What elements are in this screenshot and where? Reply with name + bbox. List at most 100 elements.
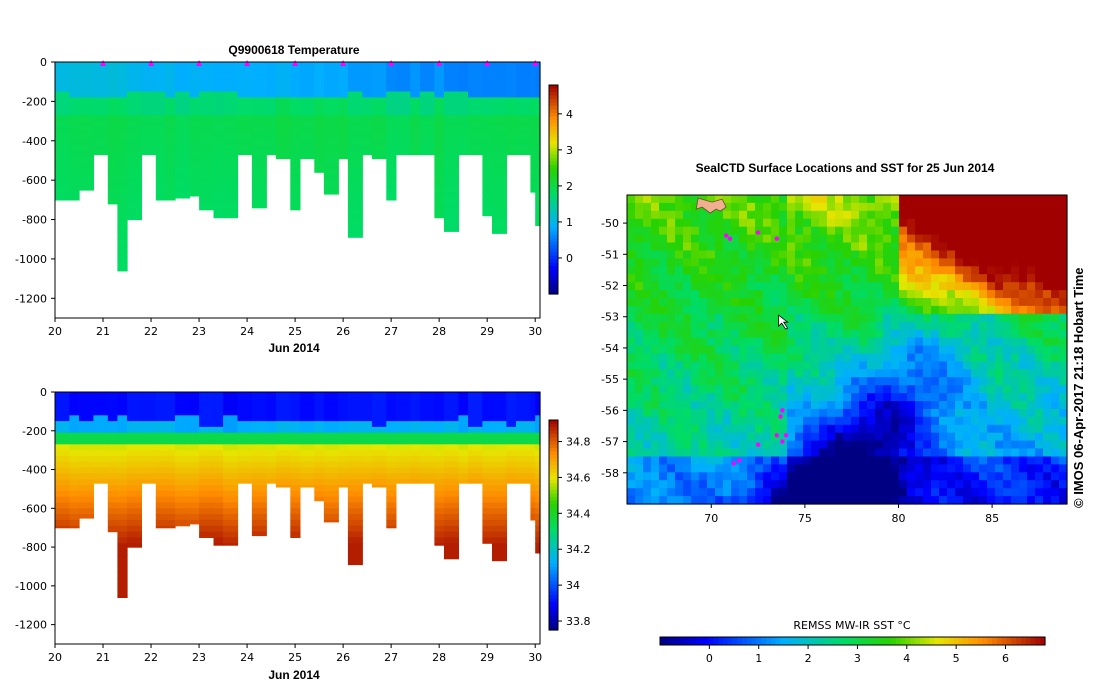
sst-cell <box>923 290 932 299</box>
profile-cell <box>290 168 301 175</box>
profile-cell <box>275 485 291 488</box>
sst-cell <box>811 448 820 457</box>
sst-cell <box>963 369 972 378</box>
profile-cell <box>266 461 277 469</box>
profile-cell <box>444 132 459 140</box>
profile-cell <box>535 426 541 434</box>
sst-cell <box>1019 472 1028 481</box>
profile-cell <box>69 473 80 480</box>
sst-cell <box>947 337 956 347</box>
profile-cell <box>127 156 142 163</box>
seal-location-point <box>780 408 785 413</box>
sst-cell <box>643 258 652 267</box>
colorbar-swatch <box>549 119 558 124</box>
profile-cell <box>347 490 363 498</box>
sst-cell <box>635 258 644 267</box>
profile-cell <box>434 67 445 75</box>
sst-cell <box>803 274 812 283</box>
profile-cell <box>189 109 200 116</box>
profile-cell <box>530 73 536 81</box>
sst-cell <box>699 290 708 299</box>
colorbar-swatch <box>549 500 558 505</box>
profile-cell <box>117 121 128 128</box>
sst-cell <box>739 361 748 370</box>
sst-cell <box>923 393 932 402</box>
profile-cell <box>420 479 435 484</box>
profile-cell <box>127 192 142 199</box>
profile-cell <box>155 479 166 486</box>
sst-cell <box>803 464 812 473</box>
colorbar-swatch <box>703 637 709 645</box>
profile-cell <box>266 97 277 104</box>
sst-cell <box>651 496 660 505</box>
profile-cell <box>127 514 142 521</box>
sst-cell <box>995 234 1004 244</box>
profile-cell <box>516 473 531 480</box>
sst-cell <box>1019 456 1028 465</box>
sst-cell <box>739 369 748 378</box>
profile-cell <box>434 496 445 504</box>
sst-cell <box>851 401 860 410</box>
sst-cell <box>915 377 924 386</box>
profile-cell <box>506 421 517 428</box>
colorbar-swatch <box>809 637 815 645</box>
colorbar-swatch <box>737 637 743 645</box>
profile-cell <box>55 85 70 93</box>
profile-cell <box>275 473 291 480</box>
sst-cell <box>963 440 972 450</box>
sst-cell <box>907 282 916 291</box>
profile-cell <box>420 415 435 422</box>
sst-cell <box>627 250 636 259</box>
sst-cell <box>883 258 892 267</box>
sst-cell <box>787 369 796 378</box>
sst-cell <box>675 416 684 426</box>
profile-cell <box>506 479 517 484</box>
sst-cell <box>707 416 716 426</box>
profile-cell <box>299 156 315 160</box>
sst-cell <box>819 305 828 315</box>
profile-cell <box>251 67 267 75</box>
profile-cell <box>482 392 493 399</box>
sst-cell <box>1011 282 1020 291</box>
profile-cell <box>127 490 142 498</box>
sst-cell <box>1059 408 1068 418</box>
sst-cell <box>883 329 892 339</box>
sst-cell <box>963 480 972 489</box>
sst-cell <box>675 195 684 204</box>
profile-cell <box>444 62 459 69</box>
profile-cell <box>290 438 301 445</box>
profile-cell <box>530 467 536 474</box>
sst-cell <box>739 195 748 204</box>
sst-cell <box>851 290 860 299</box>
profile-cell <box>127 485 142 492</box>
sst-cell <box>707 345 716 354</box>
sst-cell <box>683 290 692 299</box>
sst-cell <box>955 393 964 402</box>
profile-cell <box>223 543 239 546</box>
sst-cell <box>787 353 796 362</box>
sst-cell <box>835 250 844 259</box>
y-tick-label: 0 <box>40 386 47 399</box>
sst-cell <box>867 456 876 465</box>
sst-cell <box>987 313 996 323</box>
profile-cell <box>386 456 397 463</box>
profile-cell <box>468 461 483 469</box>
profile-cell <box>175 479 190 486</box>
profile-cell <box>530 432 536 440</box>
profile-cell <box>371 73 387 81</box>
profile-cell <box>69 450 80 457</box>
sst-cell <box>955 432 964 442</box>
profile-cell <box>237 461 253 469</box>
sst-cell <box>667 377 676 386</box>
profile-cell <box>223 461 239 469</box>
sst-cell <box>803 305 812 315</box>
sst-cell <box>787 290 796 299</box>
profile-cell <box>386 138 397 146</box>
sst-cell <box>699 298 708 307</box>
sst-cell <box>859 480 868 489</box>
profile-cell <box>314 409 325 416</box>
sst-cell <box>995 440 1004 450</box>
profile-cell <box>199 403 215 410</box>
sst-cell <box>731 488 740 497</box>
profile-cell <box>535 215 541 223</box>
